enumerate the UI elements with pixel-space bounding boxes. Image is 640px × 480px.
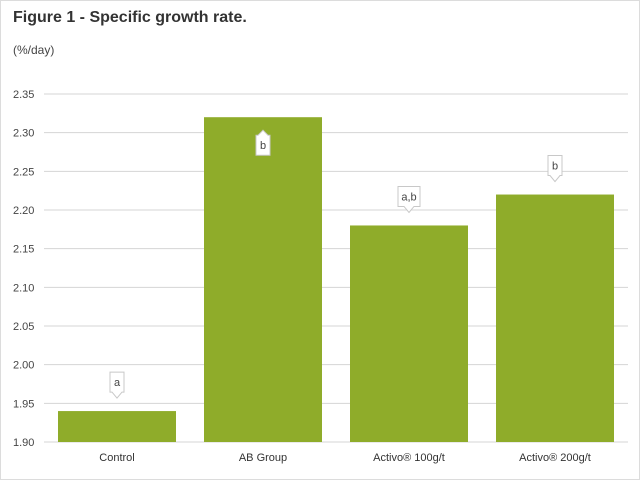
y-tick-label: 2.10 — [13, 282, 34, 294]
y-tick-label: 1.90 — [13, 437, 34, 449]
y-tick-label: 2.15 — [13, 244, 34, 256]
x-tick-label: Activo® 200g/t — [519, 452, 591, 464]
y-tick-label: 2.20 — [13, 205, 34, 217]
significance-label: b — [260, 140, 266, 152]
y-tick-label: 1.95 — [13, 398, 34, 410]
significance-callout — [397, 185, 421, 214]
y-tick-label: 2.05 — [13, 321, 34, 333]
significance-label: a — [114, 377, 121, 389]
x-tick-label: Activo® 100g/t — [373, 452, 445, 464]
significance-callout — [255, 129, 271, 156]
y-tick-label: 2.00 — [13, 360, 34, 372]
y-tick-label: 2.35 — [13, 89, 34, 101]
significance-label: a,b — [401, 191, 416, 203]
y-axis-unit-label: (%/day) — [13, 43, 55, 57]
chart-title: Figure 1 - Specific growth rate. — [13, 9, 247, 26]
bar — [496, 194, 614, 442]
y-tick-label: 2.30 — [13, 128, 34, 140]
x-tick-label: Control — [99, 452, 134, 464]
significance-label: b — [552, 161, 558, 173]
bar — [204, 117, 322, 442]
significance-callout — [547, 155, 563, 183]
significance-callout — [109, 371, 125, 399]
y-tick-label: 2.25 — [13, 166, 34, 178]
bar — [350, 225, 468, 442]
x-tick-label: AB Group — [239, 452, 287, 464]
bar — [58, 411, 176, 442]
